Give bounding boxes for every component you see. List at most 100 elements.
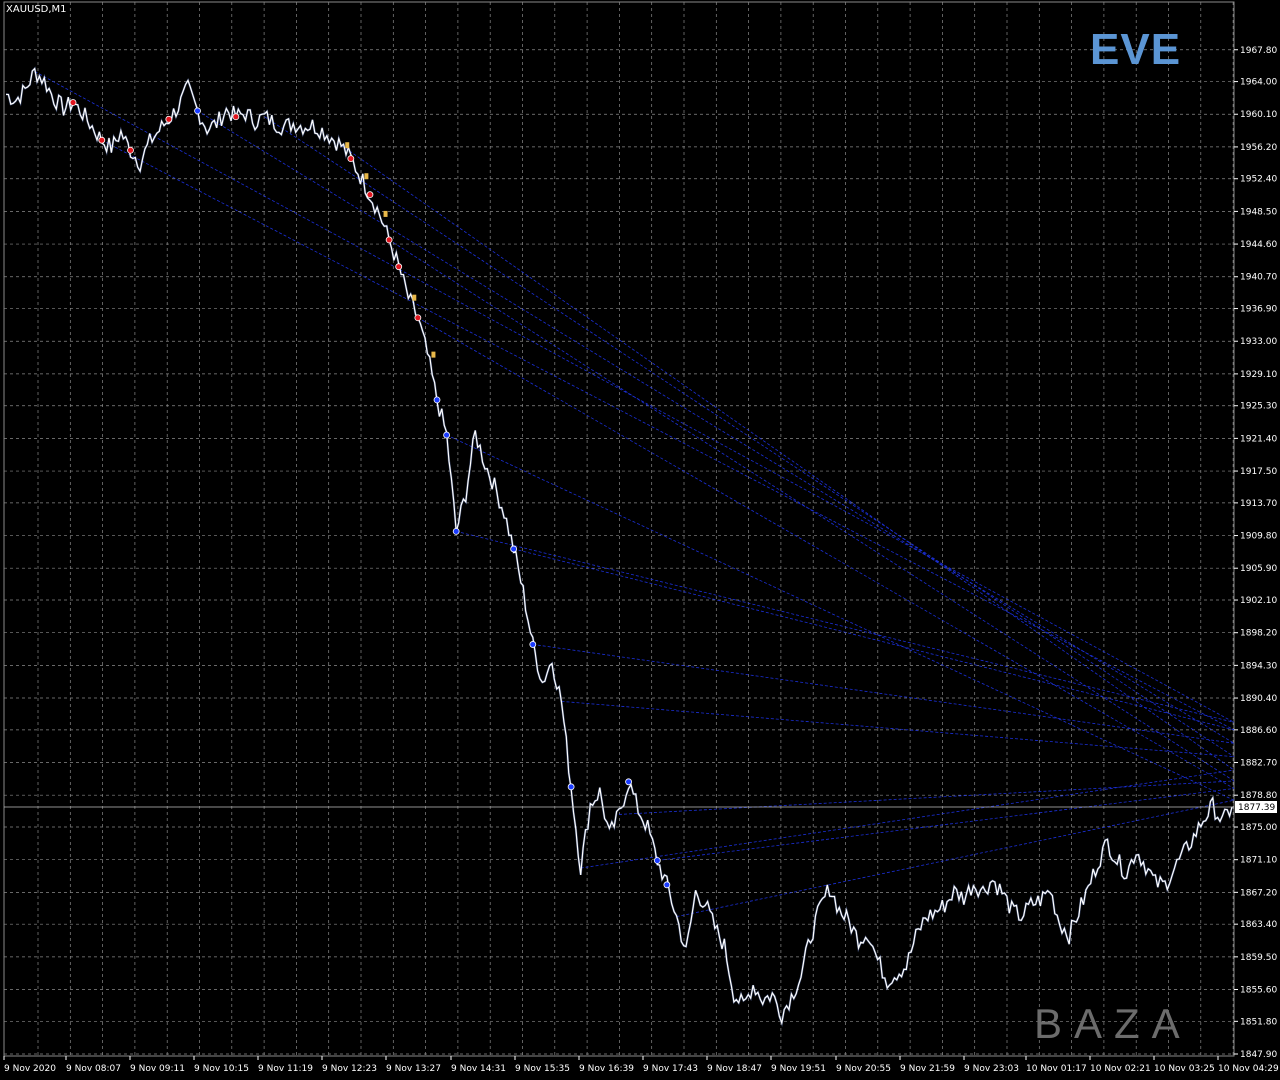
buy-marker [452, 527, 460, 535]
x-tick-label: 10 Nov 02:21 [1090, 1064, 1151, 1074]
x-tick-label: 9 Nov 11:19 [258, 1064, 313, 1074]
projection-line [676, 799, 1235, 918]
entry-marker [431, 351, 436, 358]
buy-marker [194, 107, 201, 115]
y-tick-label: 1882.70 [1240, 759, 1277, 769]
sell-marker [69, 99, 77, 106]
projection-line [341, 144, 1235, 771]
y-tick-label: 1905.90 [1240, 564, 1277, 574]
y-tick-label: 1890.40 [1240, 694, 1277, 704]
buy-marker [663, 881, 671, 889]
y-tick-label: 1956.20 [1240, 143, 1277, 153]
y-tick-label: 1886.60 [1240, 726, 1277, 736]
sell-marker [395, 263, 403, 271]
x-tick-label: 10 Nov 01:17 [1026, 1064, 1087, 1074]
projection-line [101, 139, 1235, 731]
x-tick-label: 9 Nov 15:35 [515, 1064, 570, 1074]
projection-lines [34, 71, 1235, 918]
projection-line [388, 239, 1235, 782]
trade-markers [69, 99, 671, 889]
sell-marker [98, 136, 106, 144]
current-price-label: 1877.39 [1238, 803, 1275, 813]
sell-marker [232, 113, 240, 121]
grid [3, 1, 1235, 1057]
x-tick-label: 9 Nov 10:15 [194, 1064, 249, 1074]
buy-marker [510, 545, 518, 553]
y-tick-label: 1964.00 [1240, 78, 1277, 88]
sell-marker [347, 155, 355, 163]
eve-logo: EVE [1090, 25, 1182, 74]
y-tick-label: 1925.30 [1240, 402, 1277, 412]
current-price-tag [1235, 801, 1277, 814]
y-tick-label: 1855.60 [1240, 986, 1277, 996]
y-tick-label: 1960.10 [1240, 110, 1277, 120]
time-axis: 9 Nov 2020 9 Nov 08:07 9 Nov 09:11 9 Nov 10… [3, 1056, 1279, 1074]
y-tick-label: 1867.20 [1240, 888, 1277, 898]
y-tick-label: 1917.50 [1240, 467, 1277, 477]
entry-marker [412, 294, 417, 301]
x-tick-label: 9 Nov 23:03 [964, 1064, 1019, 1074]
projection-line [417, 317, 1235, 789]
chart-frame [3, 1, 1235, 1057]
y-tick-label: 1921.40 [1240, 434, 1277, 444]
entry-marker [345, 142, 350, 149]
price-shadow [5, 66, 1234, 1028]
buy-marker [653, 857, 661, 864]
y-tick-label: 1952.40 [1240, 175, 1277, 185]
projection-line [532, 644, 1235, 744]
x-tick-label: 9 Nov 16:39 [579, 1064, 634, 1074]
x-tick-label: 9 Nov 17:43 [643, 1064, 698, 1074]
symbol-label: XAUUSD,M1 [6, 4, 67, 15]
projection-line [618, 780, 1235, 815]
sell-marker [165, 115, 173, 123]
y-tick-label: 1967.80 [1240, 46, 1277, 56]
price-axis: 1967.80 1964.00 1960.10 1956.20 1952.40 1948.… [4, 46, 1277, 1060]
sell-marker [385, 236, 393, 244]
projection-line [197, 110, 1235, 744]
entry-marker [364, 173, 369, 180]
baza-logo: BAZA [1034, 1000, 1192, 1047]
y-tick-label: 1902.10 [1240, 596, 1277, 606]
y-tick-label: 1859.50 [1240, 953, 1277, 963]
y-tick-label: 1933.00 [1240, 337, 1277, 347]
x-tick-label: 9 Nov 12:23 [322, 1064, 377, 1074]
x-tick-label: 9 Nov 08:07 [66, 1064, 121, 1074]
y-tick-label: 1898.20 [1240, 629, 1277, 639]
y-tick-label: 1909.80 [1240, 532, 1277, 542]
y-tick-label: 1875.00 [1240, 823, 1277, 833]
x-tick-label: 9 Nov 09:11 [130, 1064, 185, 1074]
projection-line [264, 116, 1235, 757]
y-tick-label: 1913.70 [1240, 499, 1277, 509]
y-tick-label: 1847.90 [1240, 1050, 1277, 1060]
price-line [5, 67, 1233, 1026]
sell-marker [414, 314, 422, 322]
y-tick-label: 1871.10 [1240, 856, 1277, 866]
buy-marker [529, 641, 537, 648]
projection-line [456, 530, 1235, 723]
x-tick-label: 10 Nov 03:25 [1154, 1064, 1215, 1074]
sell-marker [127, 146, 134, 154]
y-tick-label: 1944.60 [1240, 240, 1277, 250]
price-line-group [5, 66, 1234, 1028]
projection-line [657, 788, 1235, 861]
x-tick-label: 9 Nov 18:47 [707, 1064, 762, 1074]
y-tick-label: 1936.90 [1240, 305, 1277, 315]
projection-line [561, 700, 1235, 758]
sell-marker [366, 191, 374, 199]
x-tick-label: 10 Nov 04:29 [1218, 1064, 1279, 1074]
buy-marker [625, 778, 632, 786]
buy-marker [433, 396, 441, 404]
x-tick-label: 9 Nov 21:59 [900, 1064, 955, 1074]
y-tick-label: 1929.10 [1240, 370, 1277, 380]
y-tick-label: 1863.40 [1240, 920, 1277, 930]
y-tick-label: 1940.70 [1240, 273, 1277, 283]
y-tick-label: 1878.80 [1240, 791, 1277, 801]
y-tick-label: 1894.30 [1240, 661, 1277, 671]
x-tick-label: 9 Nov 14:31 [451, 1064, 506, 1074]
y-tick-label: 1948.50 [1240, 207, 1277, 217]
x-tick-label: 9 Nov 20:55 [836, 1064, 891, 1074]
projection-line [513, 548, 1235, 731]
buy-marker [443, 431, 450, 439]
x-tick-label: 9 Nov 2020 [4, 1064, 56, 1074]
